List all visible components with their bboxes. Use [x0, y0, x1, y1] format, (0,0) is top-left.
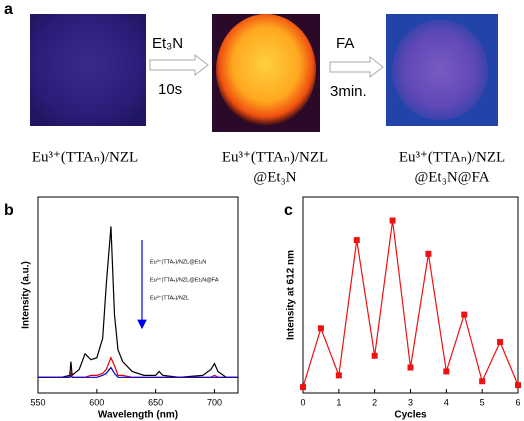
- caption: Eu³⁺(TTAₙ)/NZL: [222, 149, 328, 165]
- caption: Eu³⁺(TTAₙ)/NZL: [399, 149, 505, 165]
- figure: a Et₃N 10s FA 3min. Eu³⁺(TTAₙ)/NZL Eu³⁺(…: [0, 0, 524, 421]
- caption: @Et₃N@FA: [414, 169, 489, 185]
- series-line: [38, 226, 238, 377]
- panel-label: a: [4, 1, 13, 18]
- marker: [336, 372, 342, 378]
- x-tick-label: 550: [30, 397, 45, 407]
- x-tick-label: 2: [372, 397, 377, 407]
- arrow-label: 10s: [158, 81, 182, 98]
- marker: [479, 378, 485, 384]
- marker: [318, 325, 324, 331]
- marker: [372, 353, 378, 359]
- marker: [425, 251, 431, 257]
- x-axis-label: Wavelength (nm): [98, 410, 178, 421]
- panel-label: b: [4, 202, 14, 219]
- marker: [408, 365, 414, 371]
- x-tick-label: 600: [89, 397, 104, 407]
- marker: [390, 218, 396, 224]
- panel-label: c: [284, 202, 293, 219]
- y-axis-label: Intensity (a.u.): [21, 261, 32, 329]
- x-tick-label: 1: [336, 397, 341, 407]
- marker: [443, 368, 449, 374]
- series-line: [303, 221, 518, 388]
- plot-frame: [38, 197, 238, 393]
- legend-entry: Eu³⁺(TTAₙ)/NZL: [150, 294, 189, 301]
- legend-entry: Eu³⁺(TTAₙ)/NZL@Et₃N@FA: [150, 276, 219, 283]
- marker: [354, 237, 360, 243]
- marker: [515, 382, 521, 388]
- arrow-label: FA: [336, 35, 354, 52]
- marker: [300, 384, 306, 390]
- caption: @Et₃N: [253, 169, 296, 185]
- y-axis-label: Intensity at 612 nm: [286, 250, 297, 340]
- photo: [30, 14, 146, 126]
- arrow-label: 3min.: [330, 83, 367, 100]
- marker: [497, 339, 503, 345]
- x-tick-label: 4: [444, 397, 449, 407]
- photo-spot: [392, 20, 488, 120]
- photo-glow: [216, 14, 316, 126]
- x-axis-label: Cycles: [394, 410, 427, 421]
- arrow: [330, 57, 383, 77]
- series-line: [38, 358, 238, 378]
- x-tick-label: 0: [300, 397, 305, 407]
- legend-entry: Eu³⁺(TTAₙ)/NZL@Et₃N: [150, 258, 206, 265]
- x-tick-label: 5: [480, 397, 485, 407]
- arrow: [150, 55, 208, 75]
- arrow-label: Et₃N: [152, 35, 183, 52]
- x-tick-label: 6: [515, 397, 520, 407]
- x-tick-label: 3: [408, 397, 413, 407]
- caption: Eu³⁺(TTAₙ)/NZL: [32, 149, 138, 165]
- x-tick-label: 700: [207, 397, 222, 407]
- marker: [461, 312, 467, 318]
- x-tick-label: 650: [148, 397, 163, 407]
